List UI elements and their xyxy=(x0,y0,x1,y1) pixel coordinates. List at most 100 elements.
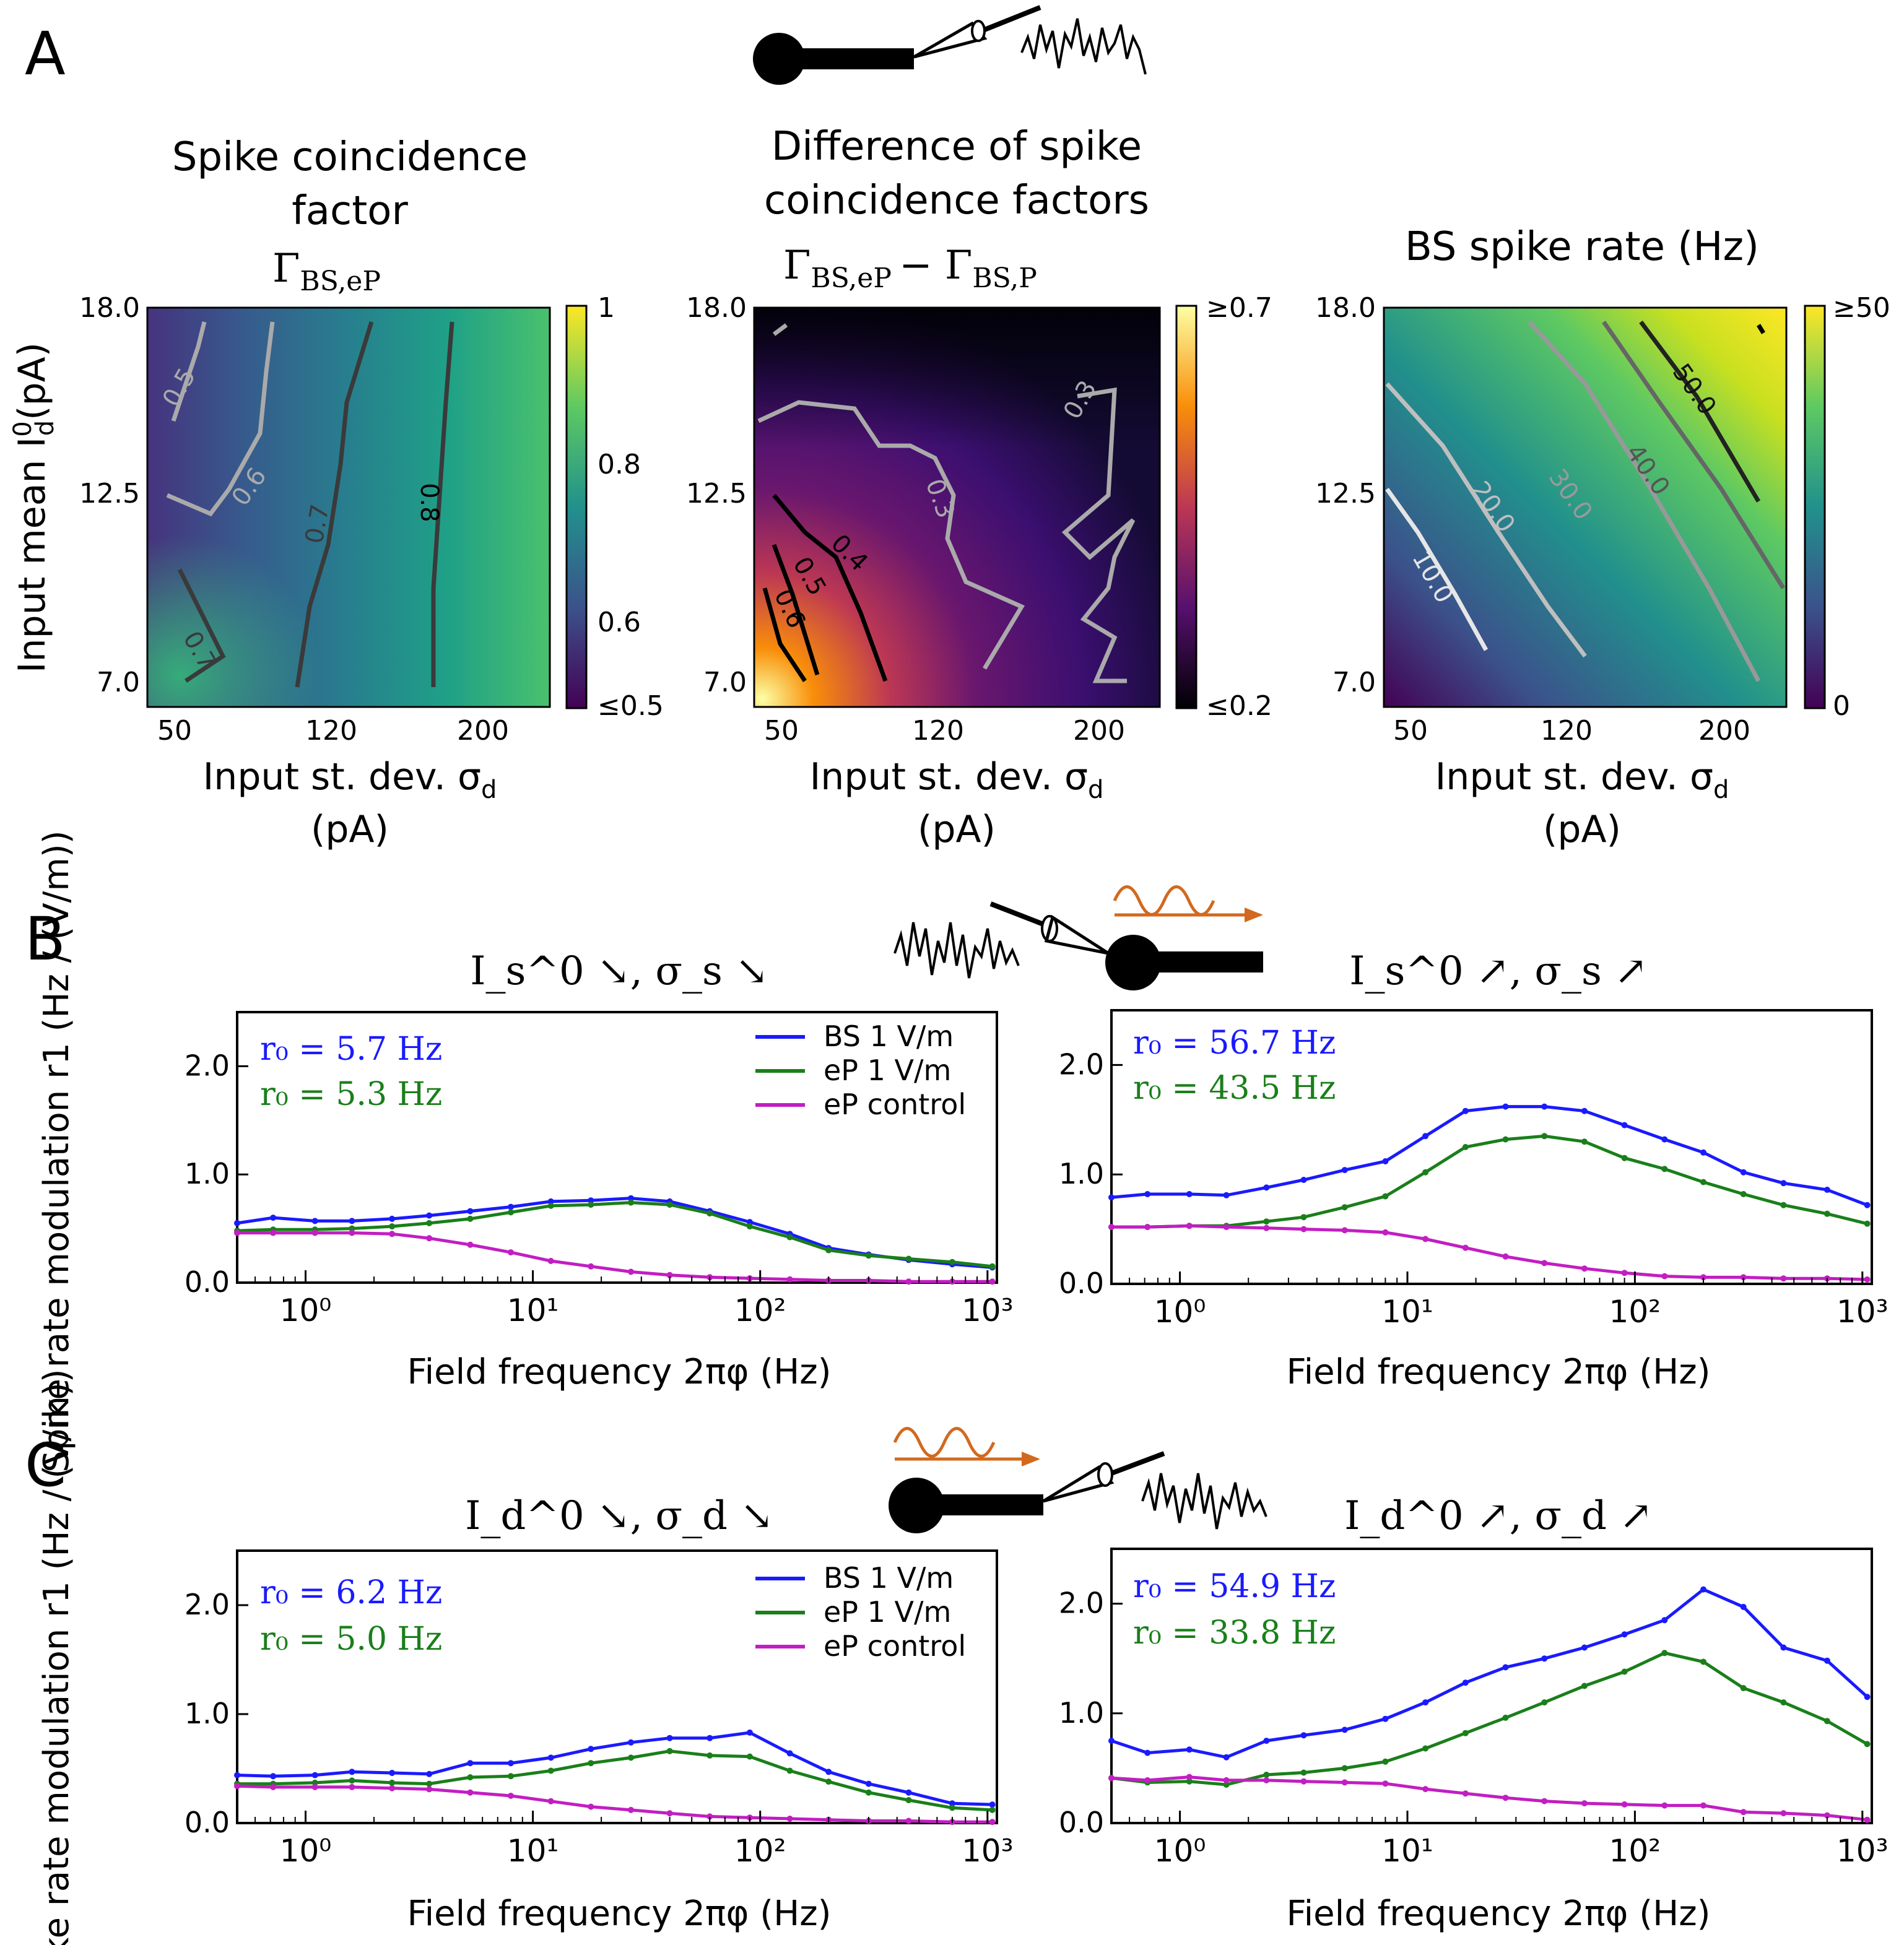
legend-label-ctrl: eP control xyxy=(824,1088,966,1121)
data-point-ctrl xyxy=(1740,1274,1747,1281)
data-point-ctrl xyxy=(311,1783,318,1790)
data-point-ep xyxy=(628,1754,634,1761)
colorbar-tick: 1 xyxy=(598,292,615,324)
data-point-bs xyxy=(1740,1169,1747,1176)
data-point-ep xyxy=(786,1767,793,1774)
x-tick-label: 10³ xyxy=(1837,1833,1889,1869)
data-point-ctrl xyxy=(234,1783,240,1790)
chart-c-right-annotation-bs: r₀ = 54.9 Hz xyxy=(1133,1568,1336,1605)
panel-label-b: B xyxy=(25,904,66,974)
data-point-bs xyxy=(1108,1738,1115,1744)
x-tick: 50 xyxy=(157,715,192,747)
data-point-bs xyxy=(270,1773,277,1780)
chart-c-right-frame xyxy=(1110,1548,1873,1824)
data-point-ctrl xyxy=(1740,1809,1747,1816)
data-point-ep xyxy=(1740,1685,1747,1691)
chart-b-right-annotation-ep: r₀ = 43.5 Hz xyxy=(1133,1070,1336,1107)
data-point-ctrl xyxy=(349,1783,355,1790)
y-tick: 7.0 xyxy=(1332,667,1376,698)
y-tick: 12.5 xyxy=(79,478,140,509)
chart-b-left-ylabel: Spike rate modulation r1 (Hz / (V/m)) xyxy=(37,830,77,1472)
data-point-ep xyxy=(349,1225,355,1232)
x-tick: 200 xyxy=(457,715,509,747)
data-point-bs xyxy=(1263,1184,1270,1191)
data-point-bs xyxy=(706,1735,713,1741)
data-point-ep xyxy=(706,1752,713,1759)
y-tick-label: 0.0 xyxy=(1059,1806,1104,1839)
y-tick-label: 0.0 xyxy=(1059,1267,1104,1300)
data-point-ctrl xyxy=(666,1271,673,1278)
data-point-ep xyxy=(1621,1668,1628,1675)
heatmap-1-frame xyxy=(146,306,551,708)
data-point-ep xyxy=(547,1767,554,1774)
data-point-ep xyxy=(949,1258,955,1265)
data-point-ctrl xyxy=(1462,1790,1469,1797)
data-point-ctrl xyxy=(467,1241,474,1248)
data-point-bs xyxy=(865,1780,872,1787)
x-tick-label: 10² xyxy=(734,1293,786,1328)
data-point-ep xyxy=(426,1219,433,1226)
heatmap-3-field xyxy=(1384,308,1786,707)
heatmap-2-frame xyxy=(753,306,1161,708)
data-point-ep xyxy=(905,1797,912,1803)
data-point-ep xyxy=(1740,1191,1747,1197)
data-point-ep xyxy=(949,1804,955,1811)
colorbar-tick: ≥0.7 xyxy=(1206,292,1272,324)
x-tick: 50 xyxy=(764,715,799,747)
colorbar-3-ticks: ≥50 0 xyxy=(1833,292,1890,722)
data-point-ep xyxy=(628,1199,634,1206)
x-tick-label: 10¹ xyxy=(507,1293,559,1328)
data-point-ctrl xyxy=(270,1783,277,1790)
heatmap-1-ylabel: Input mean I0d(pA) xyxy=(9,342,59,673)
neuron-schematic-a xyxy=(753,5,1147,85)
data-point-bs xyxy=(1621,1122,1628,1128)
chart-c-left-annotation-bs: r₀ = 6.2 Hz xyxy=(260,1574,442,1611)
legend-label-bs: BS 1 V/m xyxy=(824,1561,954,1595)
data-point-ctrl xyxy=(1700,1802,1706,1809)
data-point-ctrl xyxy=(1502,1253,1509,1260)
colorbar-1-ticks: 1 0.8 0.6 ≤0.5 xyxy=(598,292,664,722)
chart-c-left-title: I_d^0 ↘, σ_d ↘ xyxy=(465,1493,773,1539)
data-point-ctrl xyxy=(1108,1775,1115,1782)
data-point-ctrl xyxy=(1780,1275,1787,1282)
legend-label-ep: eP 1 V/m xyxy=(824,1054,951,1087)
data-point-ctrl xyxy=(547,1258,554,1264)
data-point-bs xyxy=(746,1219,753,1226)
data-point-bs xyxy=(234,1219,240,1226)
data-point-ep xyxy=(1700,1658,1706,1665)
x-tick-label: 10² xyxy=(734,1833,786,1869)
data-point-ctrl xyxy=(786,1816,793,1822)
series-line-bs xyxy=(1111,1587,1869,1759)
data-point-bs xyxy=(389,1215,396,1222)
heatmap-1-title-line-1: Spike coincidence xyxy=(172,134,528,180)
data-point-bs xyxy=(905,1789,912,1796)
chart-c-right-xlabel: Field frequency 2πφ (Hz) xyxy=(1286,1894,1710,1934)
data-point-ctrl xyxy=(311,1229,318,1236)
heatmap-3-title: BS spike rate (Hz) xyxy=(1405,224,1759,270)
data-point-ep xyxy=(706,1210,713,1217)
data-point-ep xyxy=(1422,1169,1429,1176)
data-point-ctrl xyxy=(389,1231,396,1237)
chart-c-right: I_d^0 ↗, σ_d ↗ 0.0 1.0 2.0 10⁰ 10¹ 10² 10³ r₀ … xyxy=(1059,1493,1889,1934)
x-tick: 50 xyxy=(1393,715,1428,747)
data-point-bs xyxy=(1144,1191,1151,1197)
data-point-ctrl xyxy=(905,1817,912,1824)
data-point-bs xyxy=(588,1746,594,1752)
data-point-ep xyxy=(1186,1778,1193,1785)
data-point-ep xyxy=(746,1223,753,1230)
data-point-ep xyxy=(1422,1745,1429,1752)
data-point-ep xyxy=(786,1234,793,1241)
data-point-ctrl xyxy=(1661,1802,1668,1809)
panel-label-a: A xyxy=(25,19,66,89)
colorbar-tick: ≥50 xyxy=(1833,292,1890,324)
colorbar-3 xyxy=(1804,305,1826,709)
series-line-ctrl xyxy=(237,1784,993,1824)
data-point-ctrl xyxy=(1824,1812,1830,1819)
chart-b-right-annotation-bs: r₀ = 56.7 Hz xyxy=(1133,1024,1336,1062)
data-point-ctrl xyxy=(270,1229,277,1236)
data-point-ep xyxy=(1780,1699,1787,1706)
data-point-ep xyxy=(825,1778,832,1785)
data-point-ep xyxy=(989,1263,996,1270)
data-point-bs xyxy=(1864,1202,1871,1208)
y-tick-label: 1.0 xyxy=(185,1697,230,1730)
